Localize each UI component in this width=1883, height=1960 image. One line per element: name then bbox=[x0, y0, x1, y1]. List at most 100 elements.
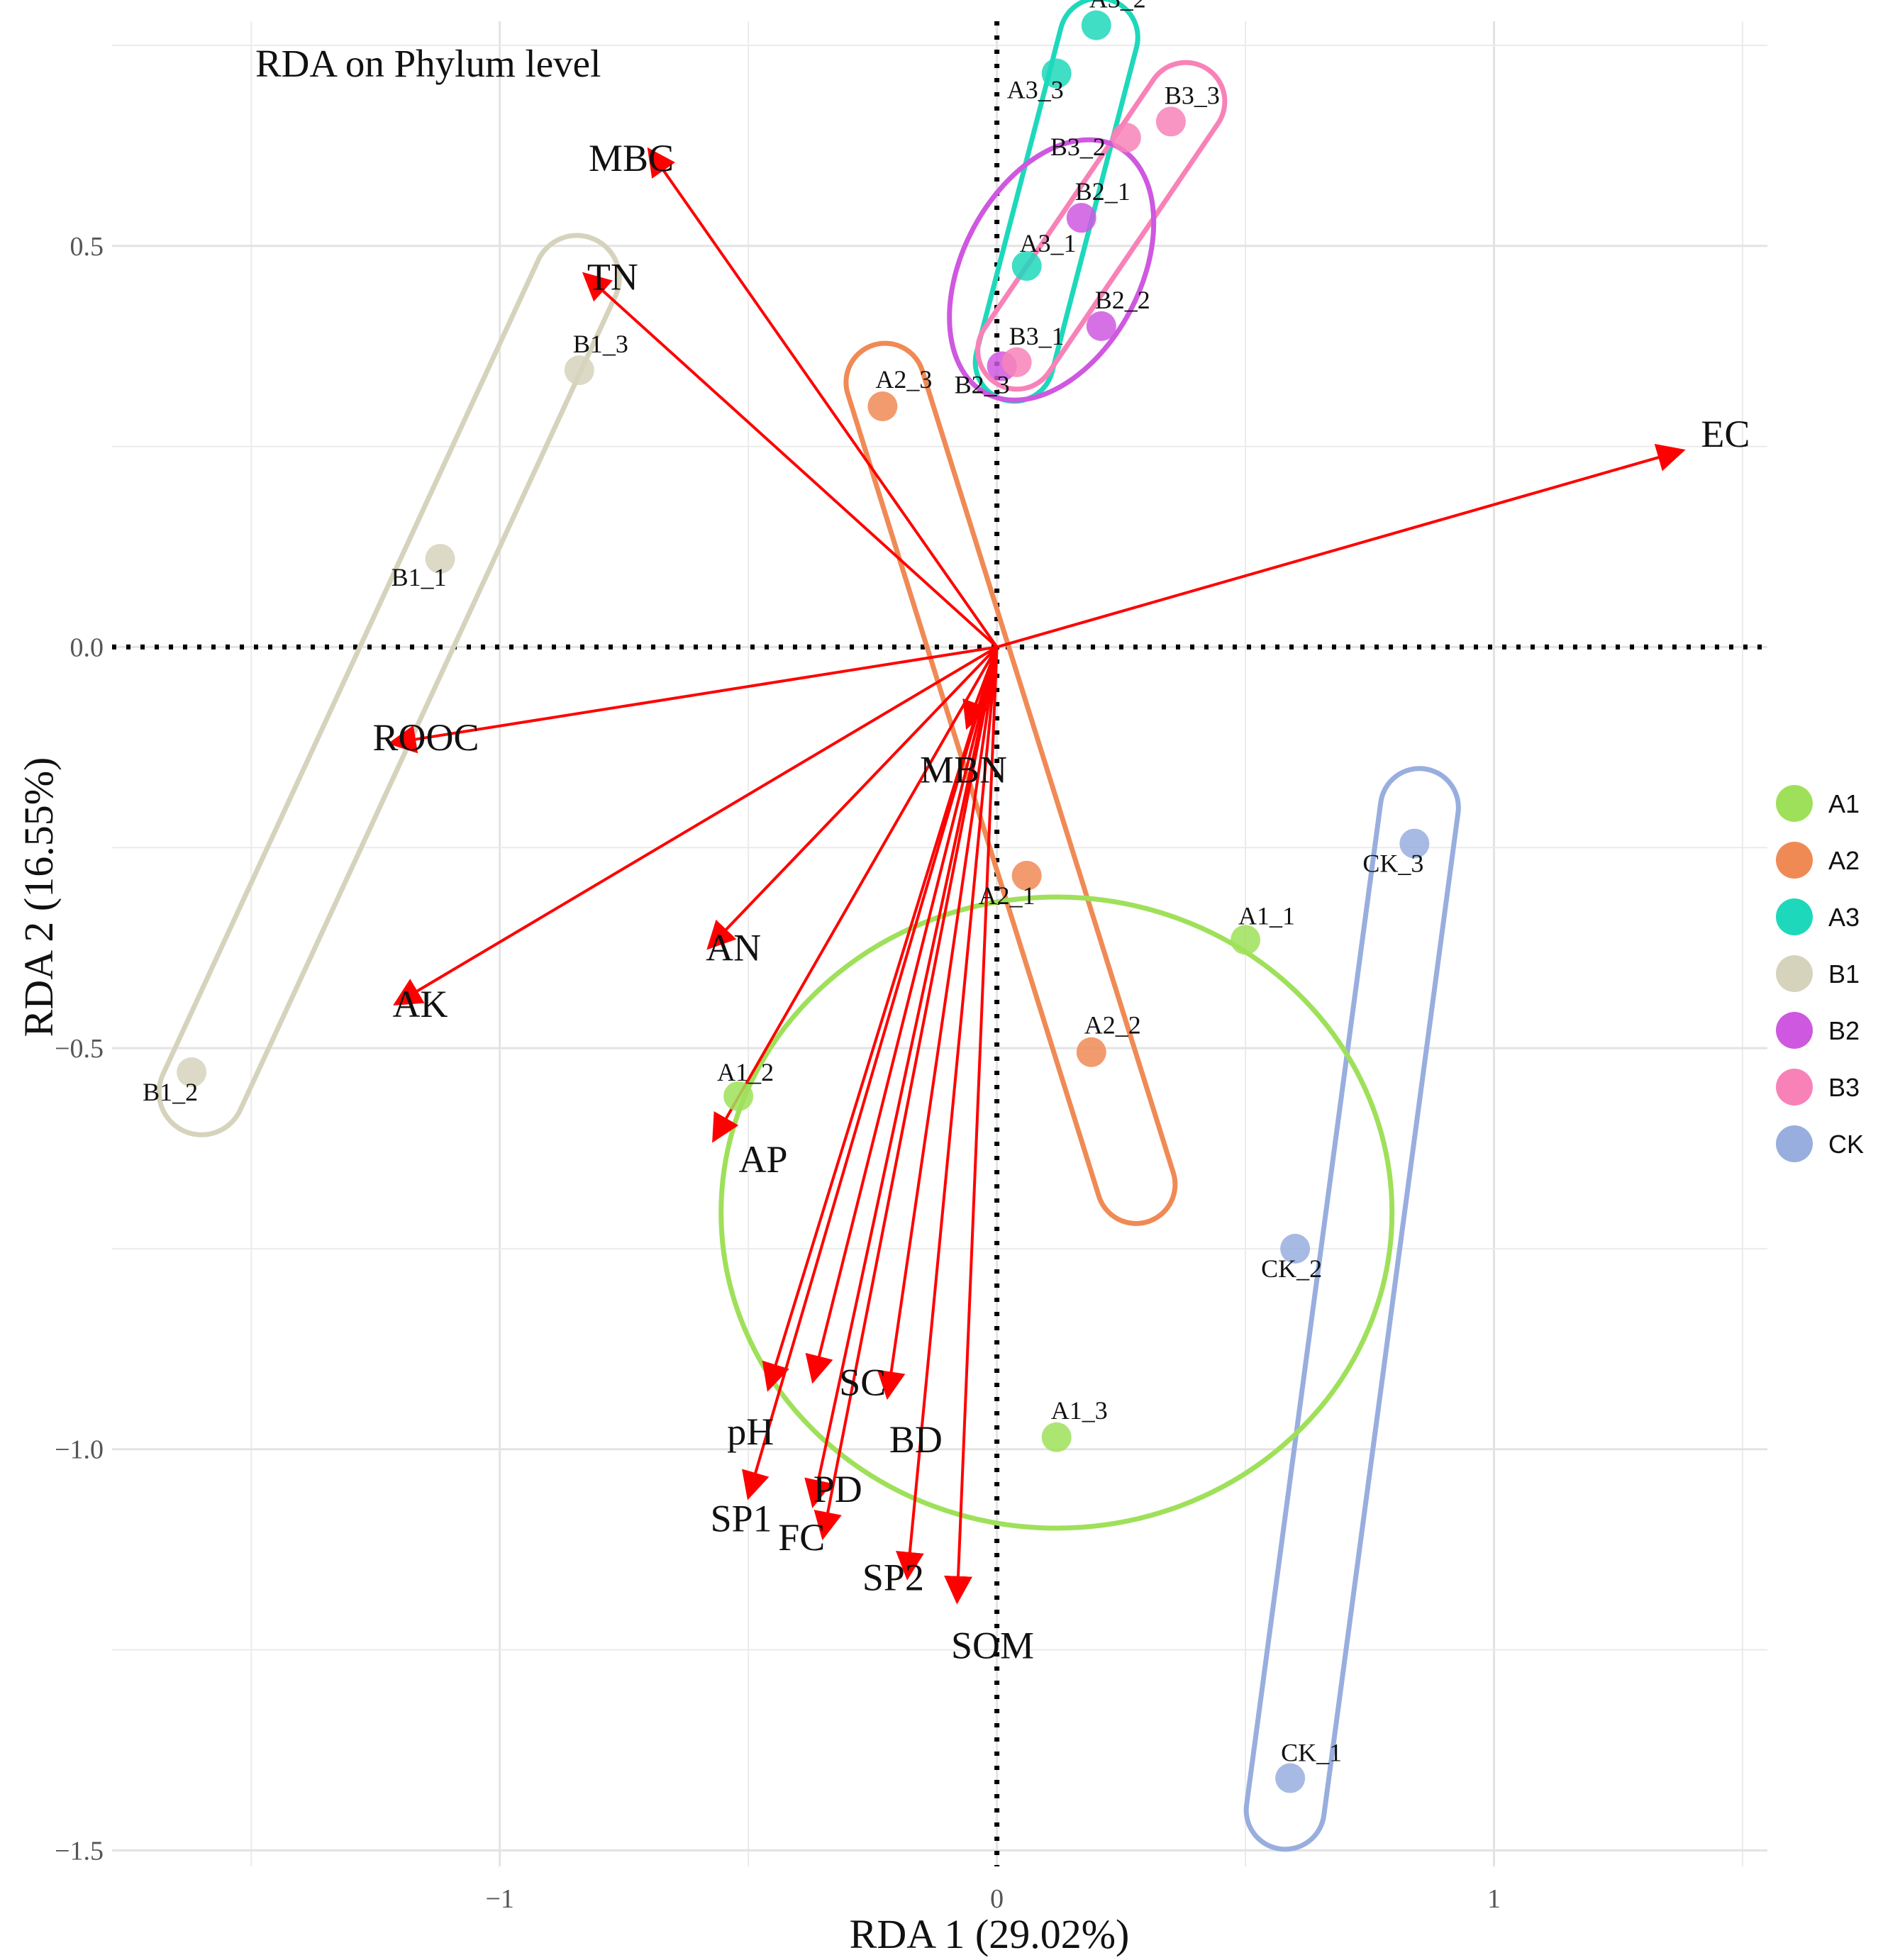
point-a3-1 bbox=[1011, 251, 1042, 282]
point-a1-1 bbox=[1231, 925, 1261, 955]
x-axis-title: RDA 1 (29.02%) bbox=[850, 1911, 1130, 1957]
env-label-pd: PD bbox=[813, 1468, 862, 1510]
env-label-bd: BD bbox=[889, 1418, 943, 1461]
point-b2-2 bbox=[1086, 311, 1116, 341]
y-axis-title: RDA 2 (16.55%) bbox=[16, 757, 62, 1037]
arrow-ap bbox=[712, 646, 999, 1143]
env-label-ec: EC bbox=[1701, 413, 1750, 455]
legend-key-a3 bbox=[1776, 898, 1813, 935]
hull-a1 bbox=[718, 894, 1395, 1531]
label-b1-3: B1_3 bbox=[573, 330, 628, 358]
env-label-ak: AK bbox=[393, 983, 448, 1025]
env-label-som: SOM bbox=[951, 1625, 1034, 1667]
arrow-bd bbox=[877, 647, 999, 1401]
label-a1-1: A1_1 bbox=[1238, 901, 1295, 930]
legend-label-ck: CK bbox=[1828, 1130, 1864, 1159]
label-b2-1: B2_1 bbox=[1075, 177, 1131, 206]
point-b3-2 bbox=[1111, 123, 1141, 153]
env-label-rooc: ROOC bbox=[372, 716, 479, 759]
sample-labels: A1_1 A1_2 A1_3 A2_1 A2_2 A2_3 A3_1 A3_2 A3_3 B1_1… bbox=[143, 0, 1423, 1767]
sample-points bbox=[177, 10, 1430, 1793]
label-a1-3: A1_3 bbox=[1051, 1396, 1108, 1425]
point-a2-2 bbox=[1076, 1037, 1106, 1067]
environment-arrows bbox=[387, 147, 1686, 1605]
env-label-sp1: SP1 bbox=[711, 1498, 772, 1540]
label-a2-3: A2_3 bbox=[875, 365, 932, 394]
arrow-som bbox=[944, 647, 999, 1605]
point-ck-1 bbox=[1275, 1763, 1306, 1793]
legend-label-b1: B1 bbox=[1828, 959, 1860, 989]
hull-a2 bbox=[843, 340, 1178, 1226]
label-a2-2: A2_2 bbox=[1084, 1011, 1141, 1040]
legend-key-a2 bbox=[1776, 842, 1813, 879]
plot-title: RDA on Phylum level bbox=[255, 42, 601, 85]
point-b3-1 bbox=[1001, 347, 1032, 377]
y-tick-label: −0.5 bbox=[55, 1034, 104, 1064]
env-label-ap: AP bbox=[739, 1138, 788, 1181]
legend: A1 A2 A3 B1 B2 B3 CK bbox=[1776, 785, 1864, 1162]
legend-label-b2: B2 bbox=[1828, 1016, 1860, 1045]
legend-label-a1: A1 bbox=[1828, 789, 1860, 818]
label-b3-3: B3_3 bbox=[1165, 81, 1220, 109]
legend-key-b1 bbox=[1776, 955, 1813, 992]
zero-lines bbox=[112, 21, 1767, 1866]
point-a2-1 bbox=[1011, 860, 1042, 891]
env-label-sp2: SP2 bbox=[862, 1557, 924, 1599]
point-b3-3 bbox=[1155, 106, 1186, 137]
point-ck-2 bbox=[1280, 1233, 1311, 1264]
label-b2-3: B2_3 bbox=[955, 370, 1010, 399]
y-tick-label: −1.5 bbox=[55, 1836, 104, 1866]
y-tick-label: 0.0 bbox=[70, 633, 104, 662]
y-tick-label: −1.0 bbox=[55, 1435, 104, 1465]
y-tick-label: 0.5 bbox=[70, 232, 104, 262]
arrow-pd bbox=[804, 646, 999, 1508]
label-a2-1: A2_1 bbox=[979, 881, 1035, 910]
env-label-an: AN bbox=[706, 927, 761, 969]
point-b1-3 bbox=[564, 355, 594, 386]
x-axis-ticks: −1 0 1 bbox=[485, 1884, 1501, 1914]
point-b1-1 bbox=[425, 543, 455, 574]
legend-key-ck bbox=[1776, 1125, 1813, 1162]
label-a3-3: A3_3 bbox=[1007, 76, 1064, 104]
point-a3-2 bbox=[1081, 10, 1111, 40]
point-b1-2 bbox=[177, 1057, 207, 1088]
point-a3-3 bbox=[1041, 58, 1072, 89]
label-ck-3: CK_3 bbox=[1362, 850, 1423, 878]
arrow-sp2 bbox=[895, 647, 999, 1581]
arrow-fc bbox=[813, 647, 999, 1541]
label-b2-2: B2_2 bbox=[1095, 286, 1150, 314]
point-b2-1 bbox=[1066, 203, 1096, 233]
hull-ck bbox=[1243, 766, 1461, 1852]
label-b1-1: B1_1 bbox=[391, 563, 447, 591]
env-label-sc: SC bbox=[839, 1362, 886, 1404]
label-ck-2: CK_2 bbox=[1261, 1254, 1322, 1283]
legend-label-b3: B3 bbox=[1828, 1073, 1860, 1102]
arrow-ak bbox=[393, 645, 998, 1006]
point-ck-3 bbox=[1399, 828, 1430, 859]
arrow-mbc bbox=[647, 147, 999, 648]
legend-key-b3 bbox=[1776, 1069, 1813, 1106]
point-a1-2 bbox=[723, 1081, 754, 1111]
label-b3-2: B3_2 bbox=[1050, 133, 1106, 161]
group-ellipses bbox=[156, 0, 1461, 1852]
arrow-rooc bbox=[387, 645, 997, 754]
x-tick-label: 0 bbox=[990, 1884, 1004, 1914]
point-a2-3 bbox=[867, 391, 898, 422]
x-tick-label: −1 bbox=[485, 1884, 513, 1914]
label-a3-2: A3_2 bbox=[1089, 0, 1146, 13]
env-label-ph: pH bbox=[727, 1410, 774, 1453]
arrow-ph bbox=[762, 646, 999, 1392]
env-label-fc: FC bbox=[778, 1516, 825, 1559]
env-label-mbn: MBN bbox=[920, 749, 1007, 791]
label-b1-2: B1_2 bbox=[143, 1078, 198, 1106]
arrow-an bbox=[706, 646, 999, 950]
hull-b1 bbox=[156, 233, 622, 1137]
legend-key-a1 bbox=[1776, 785, 1813, 822]
env-label-tn: TN bbox=[587, 255, 638, 298]
x-tick-label: 1 bbox=[1487, 1884, 1501, 1914]
label-ck-1: CK_1 bbox=[1281, 1739, 1342, 1767]
env-label-mbc: MBC bbox=[589, 137, 674, 179]
arrow-ec bbox=[996, 443, 1686, 649]
legend-key-b2 bbox=[1776, 1012, 1813, 1049]
